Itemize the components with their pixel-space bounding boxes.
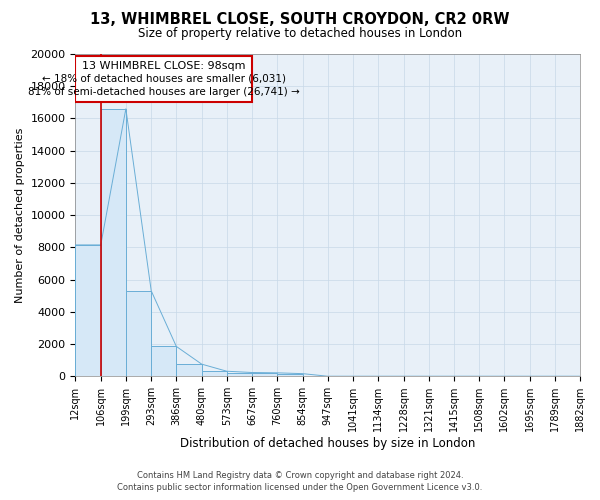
- Text: 81% of semi-detached houses are larger (26,741) →: 81% of semi-detached houses are larger (…: [28, 87, 299, 97]
- Text: 13, WHIMBREL CLOSE, SOUTH CROYDON, CR2 0RW: 13, WHIMBREL CLOSE, SOUTH CROYDON, CR2 0…: [90, 12, 510, 28]
- Y-axis label: Number of detached properties: Number of detached properties: [15, 128, 25, 303]
- Text: ← 18% of detached houses are smaller (6,031): ← 18% of detached houses are smaller (6,…: [42, 74, 286, 84]
- Bar: [227, 372, 252, 376]
- Text: 13 WHIMBREL CLOSE: 98sqm: 13 WHIMBREL CLOSE: 98sqm: [82, 61, 245, 71]
- Bar: [151, 346, 176, 376]
- Bar: [126, 291, 151, 376]
- X-axis label: Distribution of detached houses by size in London: Distribution of detached houses by size …: [180, 437, 475, 450]
- Bar: [176, 364, 202, 376]
- Text: Contains HM Land Registry data © Crown copyright and database right 2024.
Contai: Contains HM Land Registry data © Crown c…: [118, 471, 482, 492]
- Bar: [101, 109, 126, 376]
- Bar: [277, 374, 302, 376]
- Bar: [202, 371, 227, 376]
- Bar: [76, 245, 101, 376]
- Text: Size of property relative to detached houses in London: Size of property relative to detached ho…: [138, 28, 462, 40]
- Bar: [76, 56, 252, 102]
- Bar: [252, 373, 277, 376]
